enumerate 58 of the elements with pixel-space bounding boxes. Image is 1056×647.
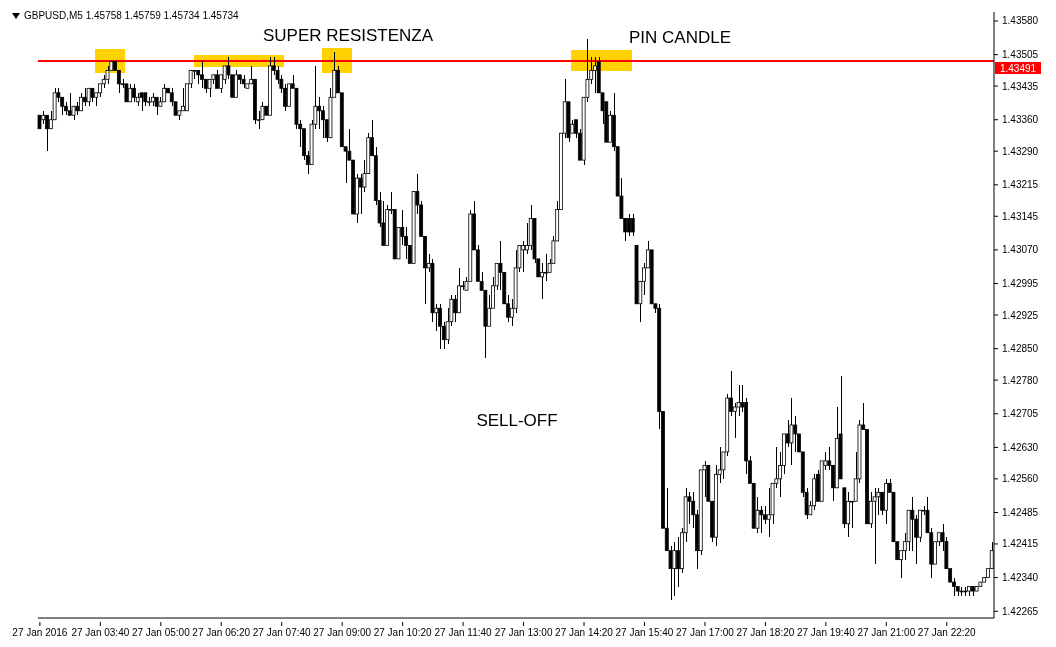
candlestick (181, 87, 185, 112)
candlestick (543, 253, 548, 282)
x-tick-label: 27 Jan 17:00 (676, 627, 735, 638)
candlestick (627, 213, 631, 237)
x-tick-label: 27 Jan 2016 (12, 627, 68, 638)
y-tick-label: 1.42560 (1002, 473, 1039, 485)
candlestick (872, 487, 877, 565)
y-tick-label: 1.42485 (1002, 507, 1039, 519)
annotation: PIN CANDLE (628, 28, 732, 48)
y-tick-label: 1.42850 (1002, 343, 1039, 355)
candlestick (846, 491, 851, 538)
candlestick (525, 222, 529, 255)
candlestick (317, 96, 322, 130)
x-tick-label: 27 Jan 18:20 (736, 627, 795, 638)
candlestick (45, 114, 49, 152)
y-tick-label: 1.43505 (1002, 49, 1039, 61)
x-tick-label: 27 Jan 15:40 (615, 627, 674, 638)
y-tick-label: 1.43360 (1002, 114, 1039, 126)
ref-line-label: 1.43491 (995, 61, 1041, 74)
y-tick-label: 1.42415 (1002, 538, 1039, 550)
y-tick-label: 1.43290 (1002, 145, 1039, 157)
x-tick-label: 27 Jan 10:20 (373, 627, 432, 638)
candlestick (521, 240, 526, 273)
y-tick-label: 1.43435 (1002, 80, 1039, 92)
candlestick (789, 397, 794, 466)
candlestick (672, 541, 677, 597)
x-tick-label: 27 Jan 21:00 (857, 627, 916, 638)
candlestick (676, 536, 680, 588)
x-tick-label: 27 Jan 06:20 (192, 627, 251, 638)
annotation: SELL-OFF (476, 411, 558, 431)
y-tick-label: 1.42340 (1002, 572, 1039, 584)
x-tick-label: 27 Jan 05:00 (131, 627, 191, 638)
x-tick-label: 27 Jan 03:40 (71, 627, 130, 638)
chart-title: GBPUSD,M5 1.45758 1.45759 1.45734 1.45734 (24, 10, 239, 21)
y-tick-label: 1.43070 (1002, 244, 1039, 256)
candlestick (630, 213, 635, 237)
y-tick-label: 1.42705 (1002, 408, 1039, 420)
x-tick-label: 27 Jan 11:40 (434, 627, 493, 638)
x-tick-label: 27 Jan 13:00 (494, 627, 553, 638)
x-tick-label: 27 Jan 09:00 (313, 627, 372, 638)
y-tick-label: 1.42995 (1002, 278, 1039, 290)
candlestick (593, 56, 597, 94)
candlestick (286, 83, 291, 107)
candlestick (438, 303, 442, 350)
x-tick-label: 27 Jan 14:20 (555, 627, 614, 638)
y-tick-label: 1.43580 (1002, 15, 1039, 27)
y-tick-label: 1.42630 (1002, 441, 1039, 453)
y-tick-label: 1.42265 (1002, 605, 1039, 617)
x-tick-label: 27 Jan 22:20 (917, 627, 977, 638)
y-tick-label: 1.43145 (1002, 210, 1039, 222)
candlestick (234, 69, 238, 98)
candlestick (540, 262, 544, 300)
y-tick-label: 1.42925 (1002, 309, 1039, 321)
x-tick-label: 27 Jan 07:40 (252, 627, 312, 638)
x-tick-label: 27 Jan 19:40 (796, 627, 856, 638)
y-tick-label: 1.42780 (1002, 374, 1039, 386)
annotation: SUPER RESISTENZA (262, 26, 434, 46)
y-tick-label: 1.43215 (1002, 179, 1039, 191)
